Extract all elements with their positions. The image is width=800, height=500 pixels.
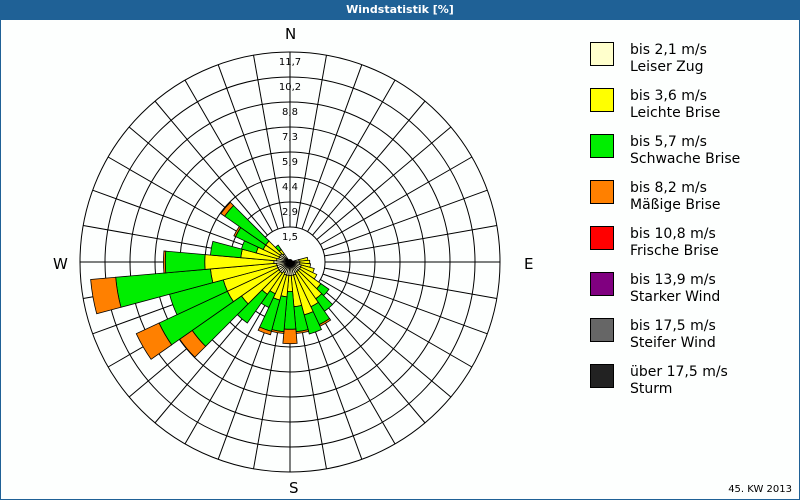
legend-label: Mäßige Brise xyxy=(630,197,721,213)
legend-speed: bis 8,2 m/s xyxy=(630,180,707,196)
wind-sector-segment xyxy=(163,250,167,274)
wind-sector-segment xyxy=(303,311,323,335)
legend-speed: bis 5,7 m/s xyxy=(630,134,707,150)
legend-label: Schwache Brise xyxy=(630,151,741,167)
svg-text:4,4: 4,4 xyxy=(282,182,298,193)
legend-label: Frische Brise xyxy=(630,243,719,259)
wind-sector-segment xyxy=(220,201,235,217)
legend-swatch xyxy=(590,364,614,388)
compass-south: S xyxy=(289,479,299,497)
legend-swatch xyxy=(590,318,614,342)
legend-swatch xyxy=(590,272,614,296)
legend-speed: bis 13,9 m/s xyxy=(630,272,716,288)
legend-swatch xyxy=(590,42,614,66)
svg-text:10,2: 10,2 xyxy=(279,82,301,93)
wind-sector-segment xyxy=(257,326,272,336)
legend-label: Steifer Wind xyxy=(630,335,716,351)
week-label: 45. KW 2013 xyxy=(728,484,792,495)
legend-speed: bis 10,8 m/s xyxy=(630,226,716,242)
legend-speed: über 17,5 m/s xyxy=(630,364,728,380)
legend-swatch xyxy=(590,226,614,250)
wind-rose-plot: 1,5 2,9 4,4 5,9 7,3 8,8 10,2 11,7 xyxy=(79,51,501,473)
legend-swatch xyxy=(590,180,614,204)
svg-text:11,7: 11,7 xyxy=(279,57,301,68)
wind-sector-segment xyxy=(282,328,298,345)
wind-sector-segment xyxy=(90,276,122,315)
legend-label: Leichte Brise xyxy=(630,105,721,121)
wind-sector-segment xyxy=(164,250,206,274)
svg-text:8,8: 8,8 xyxy=(282,107,298,118)
wind-sector-segment xyxy=(274,244,282,252)
legend-swatch xyxy=(590,134,614,158)
legend-label: Starker Wind xyxy=(630,289,721,305)
svg-text:1,5: 1,5 xyxy=(282,232,298,243)
compass-north: N xyxy=(285,25,297,43)
legend-label: Sturm xyxy=(630,381,673,397)
compass-east: E xyxy=(524,255,534,273)
chart-title: Windstatistik [%] xyxy=(0,0,800,20)
legend-speed: bis 17,5 m/s xyxy=(630,318,716,334)
legend-speed: bis 2,1 m/s xyxy=(630,42,707,58)
svg-text:5,9: 5,9 xyxy=(282,157,298,168)
svg-text:7,3: 7,3 xyxy=(282,132,298,143)
svg-text:2,9: 2,9 xyxy=(282,207,298,218)
legend-speed: bis 3,6 m/s xyxy=(630,88,707,104)
wind-sector-segment xyxy=(135,322,173,360)
legend-label: Leiser Zug xyxy=(630,59,704,75)
wind-sector-segment xyxy=(209,240,243,259)
compass-west: W xyxy=(53,255,68,273)
legend-swatch xyxy=(590,88,614,112)
